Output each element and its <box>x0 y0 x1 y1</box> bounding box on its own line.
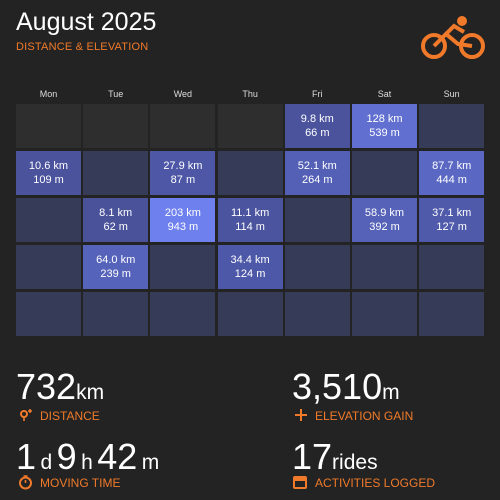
ride-elevation: 943 m <box>167 221 199 233</box>
day-cell <box>284 245 350 289</box>
ride-distance: 27.9 km <box>163 160 203 172</box>
day-cell <box>352 292 417 336</box>
stat-label: ACTIVITIES LOGGED <box>315 476 436 490</box>
day-cell <box>352 151 417 195</box>
ride-distance: 52.1 km <box>297 160 337 172</box>
day-cell: 8.1 km 62 m <box>83 198 149 242</box>
weekday-label: Sun <box>443 89 460 99</box>
elevation-icon <box>295 409 307 421</box>
distance-icon <box>20 409 32 421</box>
ride-elevation: 264 m <box>302 174 333 186</box>
day-cell: 9.8 km 66 m <box>284 104 350 148</box>
ride-elevation: 127 m <box>436 221 467 233</box>
ride-distance: 10.6 km <box>28 160 69 172</box>
ride-elevation: 114 m <box>235 221 265 233</box>
day-cell <box>217 151 283 195</box>
stat-value: 3,510 <box>292 366 383 407</box>
day-cell <box>419 104 485 148</box>
ride-distance: 128 km <box>366 113 403 125</box>
day-cell <box>419 245 485 289</box>
activities-stat: 17rides <box>292 436 378 478</box>
day-cell <box>150 245 216 289</box>
weekday-label: Wed <box>173 89 193 99</box>
stat-unit: m <box>141 451 160 474</box>
elevation-stat: 3,510m <box>292 366 400 408</box>
day-cell: 128 km 539 m <box>352 104 417 148</box>
stat-unit: d <box>40 451 53 474</box>
day-cell <box>284 292 350 336</box>
day-cell <box>83 292 149 336</box>
day-cell: 203 km 943 m <box>150 198 216 242</box>
ride-elevation: 444 m <box>436 174 467 186</box>
day-cell <box>217 292 283 336</box>
day-cell: 11.1 km 114 m <box>217 198 283 242</box>
ride-distance: 58.9 km <box>364 207 405 219</box>
day-cell: 87.7 km 444 m <box>419 151 485 195</box>
stat-value: 1 <box>16 436 37 477</box>
ride-elevation: 62 m <box>103 221 128 233</box>
day-cell: 34.4 km 124 m <box>217 245 283 289</box>
ride-distance: 8.1 km <box>99 207 133 219</box>
ride-elevation: 392 m <box>369 221 400 233</box>
distance-stat: 732km <box>16 366 104 408</box>
day-cell <box>150 292 216 336</box>
stat-unit: h <box>81 451 93 474</box>
stat-label: ELEVATION GAIN <box>315 409 414 423</box>
weekday-label: Fri <box>312 89 323 99</box>
day-cell <box>352 245 417 289</box>
ride-elevation: 239 m <box>100 268 131 280</box>
ride-distance: 37.1 km <box>432 207 472 219</box>
stat-unit: km <box>76 381 105 404</box>
weekday-label: Mon <box>39 89 58 99</box>
ride-elevation: 124 m <box>234 268 266 280</box>
stat-value: 9 <box>56 436 77 477</box>
day-cell: 58.9 km 392 m <box>352 198 417 242</box>
stat-label: MOVING TIME <box>40 476 121 490</box>
time-icon <box>19 475 32 490</box>
ride-elevation: 109 m <box>33 174 64 186</box>
subtitle: DISTANCE & ELEVATION <box>16 41 149 53</box>
day-cell <box>16 104 81 148</box>
moving-time-stat: 1 d 9 h 42 m <box>16 436 159 478</box>
stat-value: 17 <box>292 436 333 477</box>
day-cell: 37.1 km 127 m <box>419 198 485 242</box>
day-cell: 27.9 km 87 m <box>150 151 216 195</box>
day-cell <box>150 104 216 148</box>
day-cell: 64.0 km 239 m <box>83 245 149 289</box>
weekday-label: Sat <box>377 89 392 99</box>
day-cell <box>16 245 81 289</box>
stat-label: DISTANCE <box>40 409 100 423</box>
day-cell: 10.6 km 109 m <box>16 151 81 195</box>
day-cell <box>16 198 81 242</box>
day-cell <box>284 198 350 242</box>
stat-unit: rides <box>332 451 378 474</box>
day-cell <box>83 104 149 148</box>
day-cell: 52.1 km 264 m <box>284 151 350 195</box>
weekday-label: Thu <box>242 89 258 99</box>
ride-distance: 11.1 km <box>230 207 270 219</box>
ride-distance: 34.4 km <box>230 254 270 266</box>
cycling-icon <box>421 16 485 59</box>
stat-value: 42 <box>97 436 138 477</box>
stat-unit: m <box>382 381 400 404</box>
ride-elevation: 539 m <box>369 127 400 139</box>
day-cell <box>419 292 485 336</box>
stat-value: 732 <box>16 366 77 407</box>
ride-elevation: 87 m <box>170 174 196 186</box>
weekday-label: Tue <box>108 89 124 99</box>
title: August 2025 <box>16 8 157 36</box>
day-cell <box>217 104 283 148</box>
ride-distance: 64.0 km <box>96 254 136 266</box>
day-cell <box>83 151 149 195</box>
ride-distance: 203 km <box>164 207 201 219</box>
day-cell <box>16 292 81 336</box>
ride-elevation: 66 m <box>305 127 330 139</box>
calendar-icon <box>293 476 307 489</box>
ride-distance: 9.8 km <box>300 113 334 125</box>
ride-distance: 87.7 km <box>432 160 472 172</box>
